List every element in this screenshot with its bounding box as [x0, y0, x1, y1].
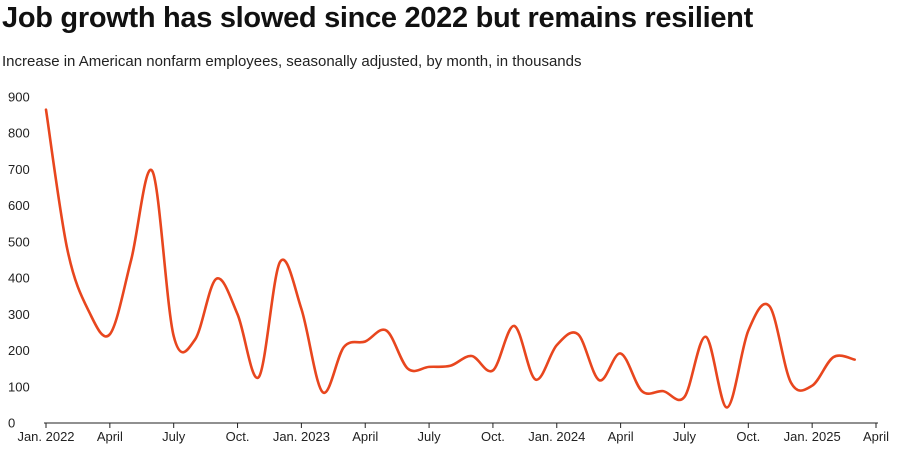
data-point [65, 247, 69, 251]
y-tick-label: 300 [8, 307, 30, 322]
x-tick-label: July [162, 429, 186, 444]
data-point [597, 378, 601, 382]
x-tick-label: April [863, 429, 889, 444]
data-point [682, 395, 686, 399]
data-point [321, 390, 325, 394]
x-tick-label: Oct. [226, 429, 250, 444]
x-tick-label: April [97, 429, 123, 444]
data-point [555, 343, 559, 347]
data-point [214, 277, 218, 281]
data-point [725, 405, 729, 409]
data-point [661, 389, 665, 393]
data-point [470, 354, 474, 358]
data-point [853, 358, 857, 362]
y-axis-ticks: 0 100 200 300 400 500 600 700 800 900 [8, 90, 30, 431]
x-axis: Jan. 2022 April July Oct. Jan. 2023 April July… [17, 422, 889, 444]
data-point [299, 307, 303, 311]
data-point [640, 389, 644, 393]
data-point [193, 338, 197, 342]
data-point [789, 380, 793, 384]
data-point [87, 309, 91, 313]
data-point [746, 329, 750, 333]
y-tick-label: 100 [8, 379, 30, 394]
data-point [810, 384, 814, 388]
series-line [44, 108, 857, 409]
y-tick-label: 600 [8, 198, 30, 213]
data-point [342, 345, 346, 349]
chart-title: Job growth has slowed since 2022 but rem… [2, 2, 753, 34]
data-point [257, 375, 261, 379]
data-point [172, 334, 176, 338]
data-point [448, 364, 452, 368]
data-point [44, 108, 48, 112]
y-tick-label: 500 [8, 234, 30, 249]
data-point [129, 258, 133, 262]
data-point [576, 332, 580, 336]
data-point [619, 351, 623, 355]
data-point [831, 355, 835, 359]
data-point [704, 335, 708, 339]
x-tick-label: Jan. 2024 [528, 429, 585, 444]
x-tick-label: Jan. 2022 [17, 429, 74, 444]
data-point [533, 378, 537, 382]
x-tick-label: April [352, 429, 378, 444]
x-tick-label: Oct. [736, 429, 760, 444]
x-tick-label: July [418, 429, 442, 444]
data-point [363, 340, 367, 344]
y-tick-label: 0 [8, 416, 15, 431]
data-point [236, 312, 240, 316]
data-point [768, 304, 772, 308]
data-point [278, 260, 282, 264]
y-tick-label: 700 [8, 162, 30, 177]
x-tick-label: Jan. 2023 [273, 429, 330, 444]
data-point [512, 324, 516, 328]
data-point [491, 368, 495, 372]
series-group [44, 108, 857, 409]
x-tick-label: Jan. 2025 [784, 429, 841, 444]
y-tick-label: 400 [8, 271, 30, 286]
x-tick-label: July [673, 429, 697, 444]
y-tick-label: 200 [8, 343, 30, 358]
y-tick-label: 900 [8, 90, 30, 105]
data-point [385, 329, 389, 333]
x-tick-label: Oct. [481, 429, 505, 444]
y-tick-label: 800 [8, 126, 30, 141]
data-point [150, 169, 154, 173]
data-point [406, 367, 410, 371]
chart-subtitle: Increase in American nonfarm employees, … [2, 53, 582, 70]
data-point [427, 365, 431, 369]
x-tick-label: April [608, 429, 634, 444]
data-point [108, 332, 112, 336]
